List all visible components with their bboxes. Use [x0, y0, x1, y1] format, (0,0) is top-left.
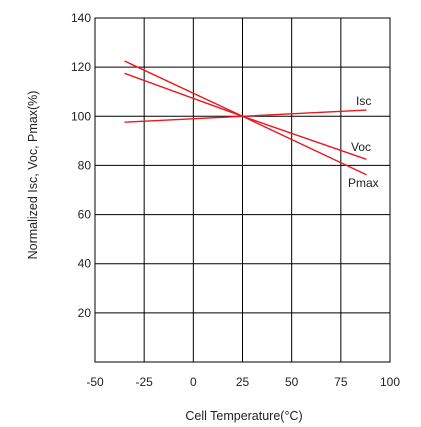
- y-tick-label: 80: [78, 158, 92, 172]
- y-tick-label: 100: [71, 109, 91, 123]
- series-lines: [124, 60, 367, 176]
- series-label-isc: Isc: [356, 94, 371, 108]
- series-label-pmax: Pmax: [348, 176, 379, 190]
- series-labels: Isc Voc Pmax: [348, 94, 379, 190]
- x-tick-label: -50: [86, 375, 104, 389]
- y-tick-label: 20: [78, 306, 92, 320]
- x-tick-label: 50: [285, 375, 299, 389]
- grid: [94, 17, 391, 363]
- x-tick-labels: -50 -25 0 25 50 75 100: [86, 375, 400, 389]
- y-tick-label: 120: [71, 60, 91, 74]
- series-label-voc: Voc: [351, 140, 371, 154]
- y-tick-label: 40: [78, 257, 92, 271]
- y-axis-title: Normalized Isc, Voc, Pmax(%): [26, 91, 40, 260]
- x-tick-label: 25: [236, 375, 250, 389]
- x-axis-title: Cell Temperature(°C): [185, 409, 302, 423]
- y-tick-label: 140: [71, 11, 91, 25]
- x-tick-label: 100: [380, 375, 400, 389]
- series-line-pmax: [124, 60, 367, 176]
- x-tick-label: 75: [334, 375, 348, 389]
- y-tick-labels: 20 40 60 80 100 120 140: [71, 11, 91, 320]
- y-tick-label: 60: [78, 208, 92, 222]
- x-tick-label: 0: [190, 375, 197, 389]
- x-tick-label: -25: [135, 375, 153, 389]
